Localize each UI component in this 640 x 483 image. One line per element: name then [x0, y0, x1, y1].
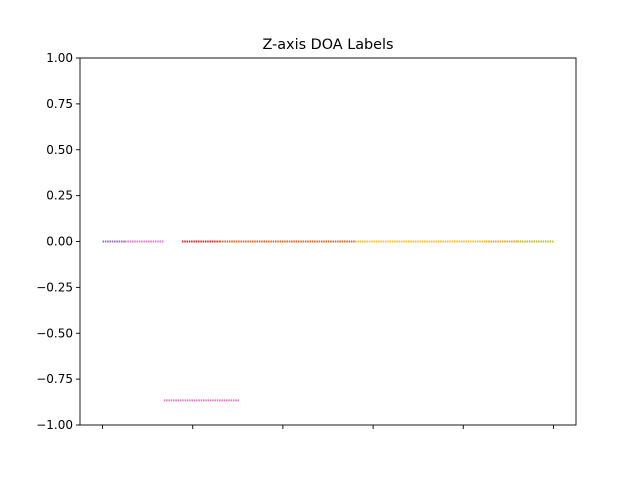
plot-marks — [102, 240, 554, 402]
chart-title: Z-axis DOA Labels — [262, 37, 393, 53]
y-tick-label-7: −0.75 — [36, 372, 73, 386]
y-tick-label-8: −1.00 — [36, 418, 73, 432]
y-tick-label-2: 0.50 — [46, 143, 73, 157]
y-tick-label-1: 0.75 — [46, 97, 73, 111]
y-tick-label-3: 0.25 — [46, 189, 73, 203]
axes: 1.00 0.75 0.50 0.25 0.00 −0.25 −0.50 −0.75 −1.00 — [36, 51, 554, 432]
y-tick-label-5: −0.25 — [36, 280, 73, 294]
y-tick-label-0: 1.00 — [46, 51, 73, 65]
plot-frame — [79, 57, 577, 426]
y-tick-label-4: 0.00 — [46, 235, 73, 249]
y-tick-label-6: −0.50 — [36, 326, 73, 340]
